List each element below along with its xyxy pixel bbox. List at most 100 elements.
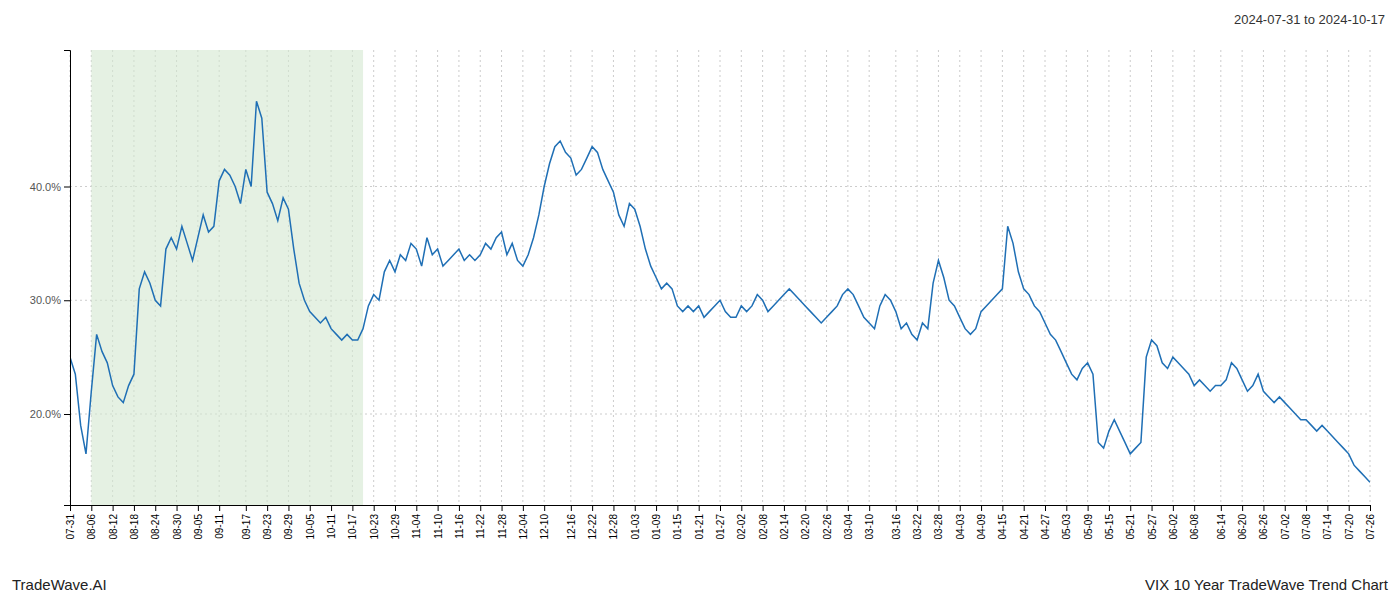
x-tick: 03-16 bbox=[891, 505, 902, 540]
grid-line-x bbox=[1263, 50, 1264, 505]
x-tick: 01-27 bbox=[715, 505, 726, 540]
x-tick-label: 12-16 bbox=[566, 514, 577, 540]
x-tick: 01-03 bbox=[630, 505, 641, 540]
x-tick-mark bbox=[70, 505, 71, 511]
x-tick-label: 04-21 bbox=[1019, 514, 1030, 540]
x-tick: 05-15 bbox=[1104, 505, 1115, 540]
x-tick: 04-15 bbox=[997, 505, 1008, 540]
x-tick: 11-22 bbox=[475, 505, 486, 539]
x-tick: 02-14 bbox=[779, 505, 790, 540]
x-tick-label: 09-11 bbox=[214, 514, 225, 539]
grid-line-x bbox=[938, 50, 939, 505]
x-tick-label: 04-09 bbox=[976, 514, 987, 540]
x-tick-mark bbox=[177, 505, 178, 511]
x-tick-mark bbox=[91, 505, 92, 511]
x-tick-mark bbox=[1194, 505, 1195, 511]
x-tick: 10-23 bbox=[369, 505, 380, 540]
x-tick: 02-26 bbox=[822, 505, 833, 540]
x-tick-mark bbox=[720, 505, 721, 511]
x-tick-label: 01-27 bbox=[715, 514, 726, 540]
x-tick-mark bbox=[1024, 505, 1025, 511]
grid-line-x bbox=[869, 50, 870, 505]
x-tick-mark bbox=[827, 505, 828, 511]
grid-line-x bbox=[1306, 50, 1307, 505]
x-tick: 04-27 bbox=[1040, 505, 1051, 540]
x-tick-mark bbox=[677, 505, 678, 511]
grid-line-x bbox=[1066, 50, 1067, 505]
x-tick-mark bbox=[981, 505, 982, 511]
x-tick: 11-28 bbox=[497, 505, 508, 539]
x-tick-label: 12-22 bbox=[587, 514, 598, 540]
x-tick-mark bbox=[113, 505, 114, 511]
x-tick: 10-05 bbox=[305, 505, 316, 540]
grid-line-x bbox=[1284, 50, 1285, 505]
x-tick: 04-09 bbox=[976, 505, 987, 540]
x-tick-label: 04-15 bbox=[997, 514, 1008, 540]
x-tick-mark bbox=[310, 505, 311, 511]
x-tick-label: 11-28 bbox=[497, 514, 508, 539]
x-tick-label: 06-20 bbox=[1237, 514, 1248, 540]
x-tick: 03-22 bbox=[912, 505, 923, 540]
x-axis: 07-3108-0608-1208-1808-2408-3009-0509-11… bbox=[65, 505, 1376, 540]
grid-line-x bbox=[847, 50, 848, 505]
x-tick: 01-09 bbox=[651, 505, 662, 540]
x-tick-label: 09-17 bbox=[241, 514, 252, 540]
x-tick: 10-17 bbox=[347, 505, 358, 540]
x-tick-label: 07-26 bbox=[1365, 514, 1376, 540]
grid-line-x bbox=[522, 50, 523, 505]
grid bbox=[70, 50, 1370, 505]
shaded-region bbox=[91, 50, 363, 505]
x-tick-mark bbox=[1263, 505, 1264, 511]
x-tick: 03-10 bbox=[864, 505, 875, 540]
plot-area bbox=[70, 50, 1370, 505]
x-tick: 08-30 bbox=[172, 505, 183, 540]
grid-line-x bbox=[416, 50, 417, 505]
x-tick-mark bbox=[480, 505, 481, 511]
grid-line-x bbox=[1023, 50, 1024, 505]
x-tick-label: 01-09 bbox=[651, 514, 662, 540]
x-tick-mark bbox=[635, 505, 636, 511]
x-tick: 04-03 bbox=[955, 505, 966, 540]
x-tick: 09-29 bbox=[283, 505, 294, 540]
x-tick-label: 08-18 bbox=[129, 514, 140, 540]
x-tick: 02-08 bbox=[758, 505, 769, 540]
grid-line-x bbox=[805, 50, 806, 505]
grid-line-x bbox=[917, 50, 918, 505]
x-tick: 06-26 bbox=[1258, 505, 1269, 540]
x-tick: 12-16 bbox=[566, 505, 577, 540]
x-tick-label: 08-30 bbox=[172, 514, 183, 540]
x-tick-mark bbox=[741, 505, 742, 511]
grid-line-x bbox=[1108, 50, 1109, 505]
x-tick-mark bbox=[1173, 505, 1174, 511]
grid-line-x bbox=[480, 50, 481, 505]
x-tick-label: 11-10 bbox=[433, 514, 444, 539]
x-tick-mark bbox=[1285, 505, 1286, 511]
x-tick: 02-20 bbox=[800, 505, 811, 540]
x-tick-mark bbox=[869, 505, 870, 511]
x-tick-mark bbox=[1045, 505, 1046, 511]
x-tick-label: 03-28 bbox=[933, 514, 944, 540]
y-tick: 40.0% bbox=[30, 181, 70, 193]
x-tick: 01-15 bbox=[672, 505, 683, 540]
x-tick: 11-04 bbox=[411, 505, 422, 539]
x-tick-mark bbox=[1109, 505, 1110, 511]
x-tick-mark bbox=[1066, 505, 1067, 511]
grid-line-x bbox=[1220, 50, 1221, 505]
grid-line-x bbox=[1087, 50, 1088, 505]
x-tick-label: 10-23 bbox=[369, 514, 380, 540]
y-tick-mark bbox=[64, 187, 70, 188]
x-tick: 08-12 bbox=[108, 505, 119, 540]
x-tick-mark bbox=[134, 505, 135, 511]
x-tick: 08-06 bbox=[86, 505, 97, 540]
x-axis-line bbox=[71, 506, 1371, 512]
x-tick-mark bbox=[938, 505, 939, 511]
x-tick-label: 04-03 bbox=[955, 514, 966, 540]
x-tick: 07-31 bbox=[65, 505, 76, 540]
x-tick-label: 10-17 bbox=[347, 514, 358, 540]
x-tick-mark bbox=[592, 505, 593, 511]
x-tick-mark bbox=[246, 505, 247, 511]
x-tick: 09-17 bbox=[241, 505, 252, 540]
x-tick-mark bbox=[502, 505, 503, 511]
grid-line-x bbox=[458, 50, 459, 505]
footer-annotation: VIX 10 Year TradeWave Trend Chart bbox=[1145, 576, 1389, 593]
